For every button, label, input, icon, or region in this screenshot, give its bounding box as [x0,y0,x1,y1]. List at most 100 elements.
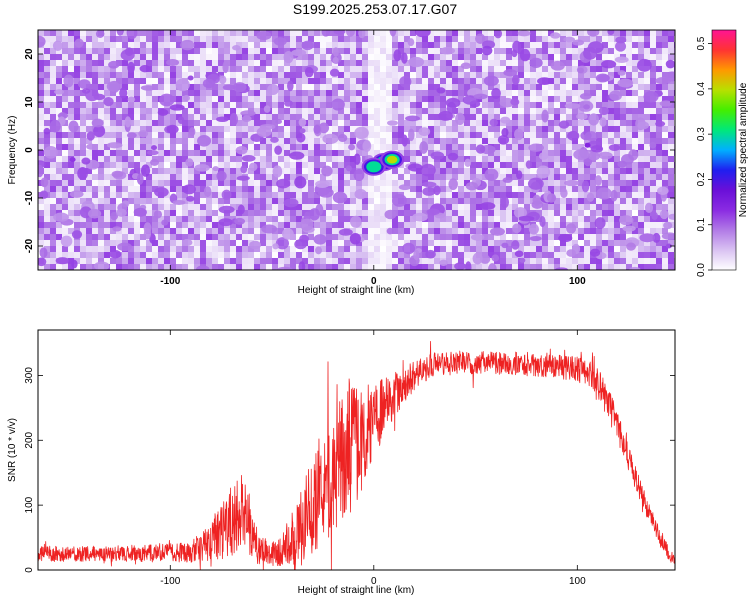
heatmap-cell [296,72,302,78]
heatmap-cell [668,96,674,102]
heatmap-cell [278,192,284,198]
heatmap-cell [92,72,98,78]
heatmap-cell [206,252,212,258]
heatmap-cell [446,228,452,234]
heatmap-cell [332,144,338,150]
heatmap-cell [44,162,50,168]
heatmap-cell [530,66,536,72]
heatmap-cell [224,150,230,156]
heatmap-blob [402,242,416,255]
heatmap-cell [626,36,632,42]
heatmap-cell [542,186,548,192]
heatmap-cell [320,102,326,108]
heatmap-cell [608,108,614,114]
heatmap-cell [638,192,644,198]
heatmap-cell [56,108,62,114]
heatmap-cell [380,36,386,42]
heatmap-cell [476,174,482,180]
heatmap-cell [662,60,668,66]
heatmap-cell [260,216,266,222]
heatmap-cell [104,60,110,66]
heatmap-cell [404,234,410,240]
heatmap-cell [428,36,434,42]
heatmap-cell [152,264,158,270]
heatmap-cell [476,132,482,138]
heatmap-cell [158,84,164,90]
heatmap-cell [158,228,164,234]
heatmap-blob [362,140,372,152]
heatmap-cell [512,30,518,36]
heatmap-cell [530,78,536,84]
heatmap-cell [194,132,200,138]
heatmap-cell [110,162,116,168]
heatmap-cell [662,72,668,78]
heatmap-cell [560,48,566,54]
heatmap-cell [230,258,236,264]
heatmap-cell [212,216,218,222]
heatmap-cell [332,108,338,114]
heatmap-cell [416,138,422,144]
heatmap-cell [212,186,218,192]
heatmap-cell [476,216,482,222]
heatmap-blob [196,265,210,270]
heatmap-cell [482,234,488,240]
heatmap-cell [98,66,104,72]
heatmap-cell [446,264,452,270]
heatmap-cell [44,42,50,48]
heatmap-blob [139,65,151,73]
heatmap-cell [74,138,80,144]
heatmap-cell [218,66,224,72]
heatmap-cell [380,108,386,114]
heatmap-cell [182,216,188,222]
heatmap-cell [50,228,56,234]
heatmap-cell [206,120,212,126]
heatmap-cell [368,180,374,186]
heatmap-cell [578,228,584,234]
heatmap-cell [500,30,506,36]
heatmap-cell [614,258,620,264]
heatmap-cell [416,186,422,192]
heatmap-cell [596,258,602,264]
heatmap-cell [86,216,92,222]
heatmap-cell [410,228,416,234]
heatmap-cell [512,192,518,198]
snr-y-label: SNR (10 * v/v) [7,418,18,482]
heatmap-cell [308,96,314,102]
heatmap-cell [194,198,200,204]
heatmap-cell [62,42,68,48]
heatmap-cell [482,72,488,78]
heatmap-cell [392,132,398,138]
heatmap-cell [206,126,212,132]
heatmap-cell [338,246,344,252]
heatmap-blob [384,209,397,220]
heatmap-cell [104,180,110,186]
heatmap-cell [500,210,506,216]
heatmap-cell [134,54,140,60]
heatmap-cell [56,138,62,144]
heatmap-cell [662,144,668,150]
heatmap-cell [512,150,518,156]
heatmap-cell [338,186,344,192]
heatmap-cell [296,228,302,234]
heatmap-blob [116,208,127,217]
heatmap-cell [200,66,206,72]
heatmap-cell [236,156,242,162]
heatmap-blob [236,175,250,181]
heatmap-cell [578,222,584,228]
heatmap-cell [548,240,554,246]
heatmap-cell [566,72,572,78]
heatmap-cell [278,102,284,108]
heatmap-cell [434,114,440,120]
heatmap-cell [260,120,266,126]
heatmap-blob [483,75,499,87]
heatmap-cell [602,42,608,48]
heatmap-cell [104,54,110,60]
heatmap-cell [332,78,338,84]
heatmap-cell [632,234,638,240]
heatmap-cell [356,42,362,48]
heatmap-cell [308,162,314,168]
heatmap-cell [374,48,380,54]
heatmap-cell [146,114,152,120]
heatmap-cell [398,150,404,156]
heatmap-cell [272,66,278,72]
